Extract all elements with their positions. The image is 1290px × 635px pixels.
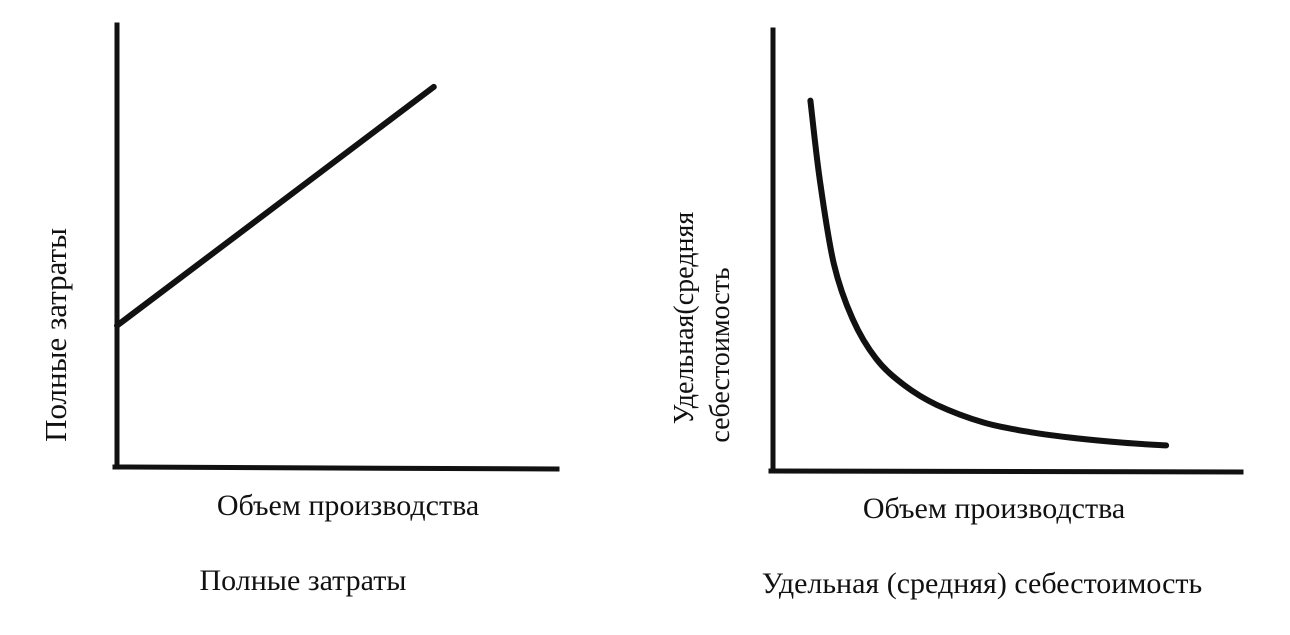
chart1-x-axis <box>112 464 560 472</box>
chart2-y-axis-label-line1: Удельная(средняя <box>669 212 700 425</box>
chart-total-costs: Объем производства Полные затраты Полные… <box>38 22 560 597</box>
chart2-series-line <box>807 97 1170 449</box>
chart1-y-axis-label: Полные затраты <box>38 228 73 442</box>
chart2-x-axis <box>768 468 1244 475</box>
chart-unit-cost: Объем производства Удельная(средняя себе… <box>669 27 1244 600</box>
chart1-series-line <box>114 83 437 329</box>
chart1-caption: Полные затраты <box>200 564 407 597</box>
chart2-x-axis-label: Объем производства <box>863 492 1125 525</box>
chart2-y-axis-label-line2: себестоимость <box>705 267 736 442</box>
chart1-x-axis-label: Объем производства <box>217 489 479 522</box>
chart2-caption: Удельная (средняя) себестоимость <box>762 567 1202 600</box>
